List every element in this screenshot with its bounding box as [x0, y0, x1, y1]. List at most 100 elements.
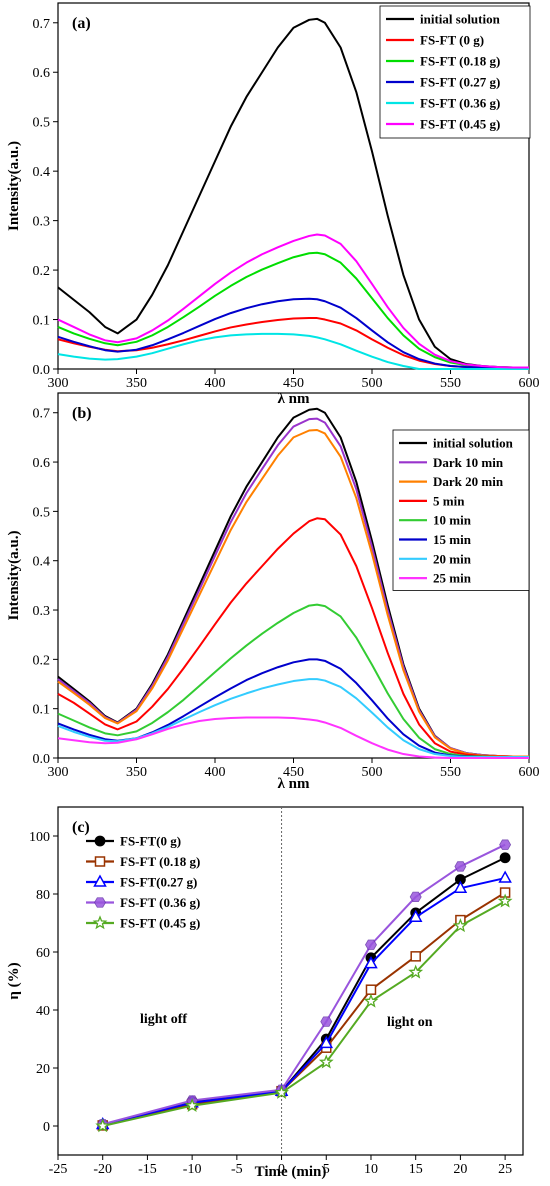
y-tick-label: 80	[36, 888, 50, 903]
y-tick-label: 0.2	[33, 653, 51, 668]
legend-label: 20 min	[433, 551, 472, 566]
y-tick-label: 0.6	[33, 456, 51, 471]
y-tick-label: 100	[29, 830, 50, 845]
legend-label: FS-FT (0.36 g)	[120, 895, 200, 910]
legend-label: 15 min	[433, 532, 472, 547]
y-axis-title: Intensity(a.u.)	[6, 530, 22, 620]
data-point	[453, 918, 468, 933]
x-axis-title: λ nm	[278, 391, 310, 407]
legend-label: Dark 20 min	[433, 474, 504, 489]
x-tick-label: 600	[519, 765, 540, 780]
data-point	[408, 964, 424, 979]
data-point	[320, 1016, 333, 1027]
x-tick-label: 500	[362, 765, 383, 780]
chart-panel-b: 300 350 400 450 500 550 600 0.0 0.1 0.2 0.3 0.4 0.5 0…	[6, 392, 540, 792]
legend-label: Dark 10 min	[433, 455, 504, 470]
legend: FS-FT(0 g) FS-FT (0.18 g) FS-FT(0.27 g) FS-…	[86, 834, 200, 931]
y-tick-label: 0.4	[33, 555, 51, 570]
y-tick-label: 0.3	[33, 215, 51, 230]
legend-label: FS-FT (0.27 g)	[420, 75, 500, 90]
y-tick-label: 0.0	[33, 752, 51, 767]
annotation: light off	[140, 1012, 187, 1027]
series-line-3	[102, 843, 506, 1126]
x-tick-label: 350	[126, 376, 147, 391]
data-point	[363, 993, 379, 1008]
x-tick-label: 300	[48, 376, 69, 391]
x-tick-label: 300	[48, 765, 69, 780]
legend-label: FS-FT (0.45 g)	[120, 916, 200, 931]
x-tick-label: 5	[323, 1162, 330, 1177]
legend-label: FS-FT (0.18 g)	[420, 54, 500, 69]
x-tick-label: -5	[231, 1162, 243, 1177]
legend-marker	[94, 897, 106, 908]
x-tick-label: 10	[364, 1162, 378, 1177]
series-line-2	[102, 877, 506, 1126]
legend-box	[379, 5, 531, 139]
data-point	[364, 956, 378, 969]
y-tick-label: 0.1	[33, 703, 51, 718]
legend-label: FS-FT (0.45 g)	[420, 117, 500, 132]
data-point	[497, 893, 513, 908]
legend-label: initial solution	[433, 436, 514, 451]
x-tick-label: 400	[205, 376, 226, 391]
y-tick-label: 0.5	[33, 116, 51, 131]
x-tick-label: 20	[453, 1162, 467, 1177]
series-line-4	[57, 603, 529, 759]
data-point	[410, 951, 421, 962]
chart-panel-a: 300 350 400 450 500 550 600 0.0 0.1 0.2 0.3 0.4 0.5 0…	[6, 2, 540, 407]
y-tick-label: 0.2	[33, 264, 51, 279]
data-point	[95, 1118, 111, 1133]
legend-label: 25 min	[433, 571, 472, 586]
legend-label: FS-FT (0 g)	[420, 33, 484, 48]
legend: initial solution FS-FT (0 g) FS-FT (0.18 g…	[379, 5, 531, 139]
x-tick-label: -25	[49, 1162, 68, 1177]
series-line-3	[57, 517, 529, 759]
legend-marker	[93, 874, 107, 887]
data-point	[365, 984, 377, 995]
legend-label: FS-FT (0.18 g)	[120, 854, 200, 869]
data-point	[319, 1035, 334, 1049]
x-tick-label: -10	[183, 1162, 202, 1177]
data-point	[274, 1084, 289, 1099]
x-tick-label: 15	[409, 1162, 423, 1177]
legend-label: 10 min	[433, 513, 472, 528]
data-point	[184, 1097, 200, 1112]
y-tick-label: 40	[36, 1004, 50, 1019]
data-point	[318, 1054, 334, 1069]
legend-label: FS-FT(0.27 g)	[120, 875, 197, 890]
y-tick-label: 60	[36, 946, 50, 961]
legend: initial solution Dark 10 min Dark 20 min 5 …	[392, 429, 530, 591]
x-axis-title: Time (min)	[255, 1164, 327, 1180]
x-tick-label: 0	[278, 1162, 285, 1177]
series-line-1	[102, 891, 506, 1127]
y-axis-title: η (%)	[6, 962, 22, 999]
y-tick-label: 0.3	[33, 604, 51, 619]
annotation: light on	[387, 1015, 433, 1030]
chart-panel-c: -25 -20 -15 -10 -5 0 5 10 15 20 25 0 20 40 60 80 100 Time…	[6, 806, 524, 1180]
series-line-4	[102, 900, 506, 1127]
x-tick-label: 350	[126, 765, 147, 780]
series-line-5	[57, 233, 529, 369]
y-tick-label: 0.5	[33, 505, 51, 520]
y-tick-label: 0.4	[33, 165, 51, 180]
panel-label: (b)	[72, 405, 92, 422]
legend-label: FS-FT(0 g)	[120, 834, 181, 849]
y-tick-label: 0.7	[33, 407, 51, 422]
series-line-2	[57, 251, 529, 369]
x-tick-label: 400	[205, 765, 226, 780]
y-tick-label: 0.1	[33, 314, 51, 329]
legend-label: initial solution	[420, 12, 501, 27]
legend-label: 5 min	[433, 493, 465, 508]
x-axis-title: λ nm	[278, 776, 310, 792]
data-point	[499, 839, 512, 850]
y-tick-label: 0.6	[33, 66, 51, 81]
data-point	[498, 870, 512, 883]
y-axis-title: Intensity(a.u.)	[6, 141, 22, 231]
plot-frame	[57, 806, 524, 1156]
x-tick-label: 500	[362, 376, 383, 391]
series-line-7	[57, 716, 529, 759]
x-tick-label: 450	[283, 765, 304, 780]
series-line-3	[57, 297, 529, 370]
data-point	[454, 861, 467, 872]
legend-marker	[92, 915, 108, 930]
